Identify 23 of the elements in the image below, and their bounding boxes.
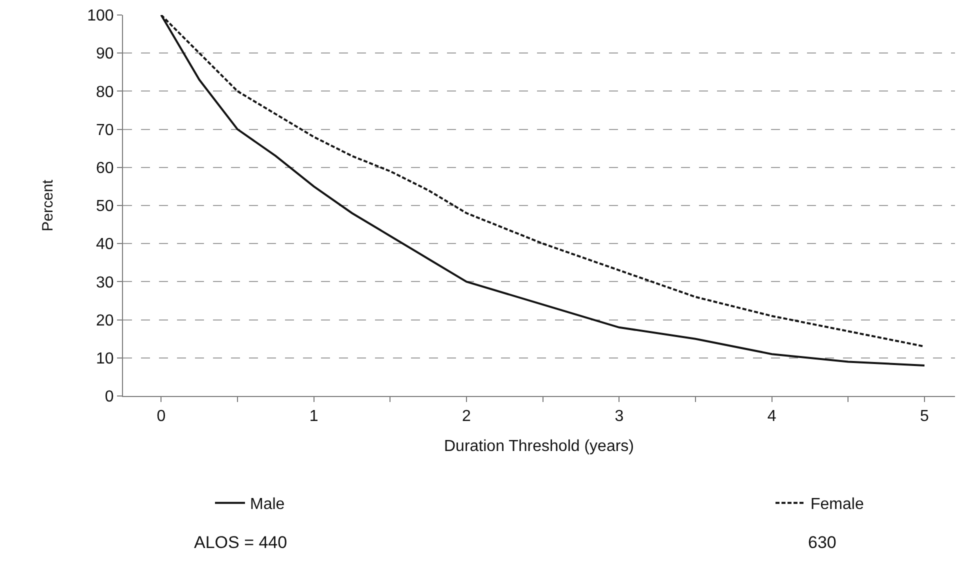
text: 630 — [808, 533, 836, 552]
x-tick-label: 1 — [309, 408, 318, 426]
y-tick-label: 100 — [87, 8, 114, 25]
y-axis-title: Percent — [39, 178, 56, 232]
x-tick-label: 0 — [156, 408, 166, 426]
x-tick-label: 5 — [920, 408, 930, 426]
y-tick-label: 10 — [96, 350, 114, 368]
text: ALOS = 440 — [194, 533, 288, 552]
legend-label: Female — [810, 496, 864, 514]
y-tick-label: 80 — [96, 84, 114, 101]
y-tick-label: 0 — [104, 388, 114, 406]
x-tick-label: 4 — [767, 408, 776, 426]
legend-label: Male — [250, 496, 285, 514]
x-tick-label: 2 — [462, 408, 472, 426]
y-tick-label: 30 — [96, 274, 114, 292]
y-tick-label: 90 — [96, 46, 114, 63]
y-tick-label: 20 — [96, 312, 114, 330]
x-axis-title: Duration Threshold (years) — [444, 438, 634, 455]
y-tick-label: 70 — [96, 122, 114, 139]
y-tick-label: 40 — [96, 236, 114, 254]
x-tick-label: 3 — [614, 408, 624, 426]
y-tick-label: 50 — [96, 198, 114, 216]
y-tick-label: 60 — [96, 160, 114, 177]
